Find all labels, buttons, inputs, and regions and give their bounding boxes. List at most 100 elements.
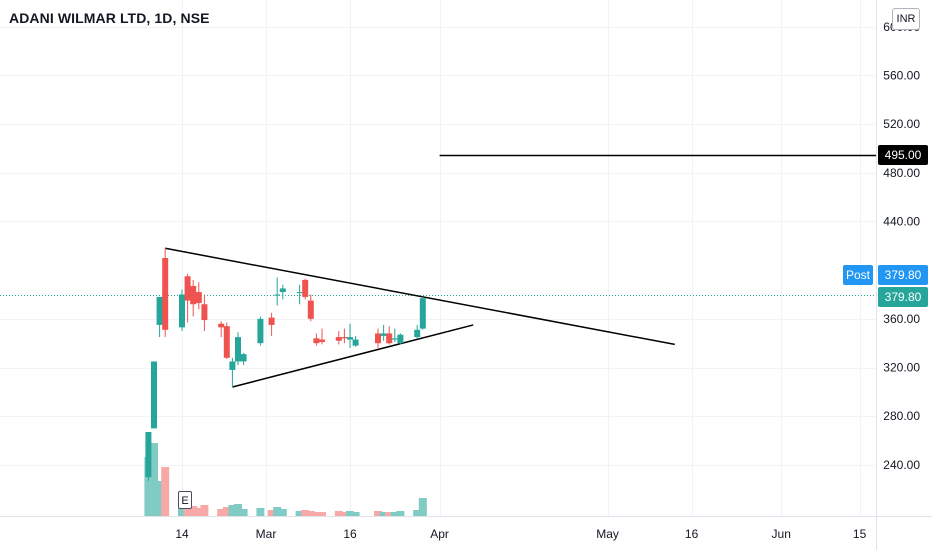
candle-body (145, 432, 152, 478)
volume-bar (217, 509, 226, 516)
candle (195, 282, 202, 310)
earnings-marker[interactable]: E (178, 491, 192, 509)
candle-body (223, 326, 230, 358)
volume-bar (340, 512, 349, 516)
time-tick-label: 15 (853, 527, 867, 541)
price-tick-label: 240.00 (883, 458, 920, 472)
volume-bar (346, 511, 354, 516)
candle (419, 296, 426, 330)
trendline-1 (165, 247, 675, 346)
candle (397, 333, 404, 345)
volume-bar (234, 504, 242, 516)
candle (179, 289, 185, 332)
volume-bar (413, 510, 422, 516)
candle (201, 294, 208, 332)
candle (341, 328, 348, 344)
candle (347, 323, 353, 349)
price-tick-label: 280.00 (883, 409, 920, 423)
volume-bar (418, 498, 427, 516)
candle-body (195, 292, 202, 304)
candle-body (414, 329, 421, 338)
volume-bar (351, 512, 360, 516)
candle-body (296, 292, 303, 294)
candle-body (274, 294, 281, 296)
candle (268, 312, 275, 336)
time-tick-label: May (596, 527, 619, 541)
volume-bar (267, 510, 276, 516)
candle (319, 328, 325, 345)
volume-bar (312, 512, 321, 516)
candle-body (151, 361, 157, 429)
candle (229, 357, 236, 387)
candle-body (319, 339, 325, 342)
volume-bar (390, 512, 399, 516)
candle-body (179, 294, 185, 328)
candle-body (156, 296, 163, 325)
time-tick-label: 14 (175, 527, 189, 541)
candle-body (375, 333, 381, 344)
candle-body (268, 317, 275, 325)
time-tick-label: Jun (772, 527, 791, 541)
candle-body (190, 285, 197, 305)
post-market-price-label: 379.80 (878, 265, 928, 285)
volume-bar (194, 508, 203, 516)
candle (235, 332, 241, 366)
candle (375, 328, 381, 349)
time-axis-labels: 14 Mar 16 Apr May 16 Jun 15 (175, 527, 866, 541)
volume-bar (379, 512, 388, 516)
time-tick-label: 16 (343, 527, 357, 541)
volume-bar (318, 512, 326, 516)
candle-body (162, 258, 169, 330)
candle (386, 326, 393, 345)
candle-body (184, 276, 191, 301)
candle-body (257, 318, 264, 344)
symbol-title: ADANI WILMAR LTD, 1D, NSE (9, 10, 210, 26)
candle-body (201, 304, 208, 321)
volume-bar (189, 506, 198, 516)
candle (296, 284, 303, 305)
candle-body (235, 337, 241, 362)
last-price-label: 379.80 (878, 287, 928, 307)
candle (307, 294, 314, 322)
candle (145, 432, 152, 481)
price-axis-labels: 240.00 280.00 320.00 360.00 440.00 480.00 520.… (883, 20, 920, 472)
post-market-badge: Post (843, 265, 873, 285)
candle-body (380, 333, 387, 336)
trendline-2 (232, 324, 474, 388)
candle-body (335, 337, 342, 341)
grid-lines (0, 0, 876, 516)
candle (162, 248, 169, 338)
candle (184, 273, 191, 323)
volume-bar (374, 511, 382, 516)
candle-body (341, 337, 348, 339)
candle-body (307, 300, 314, 319)
volume-bar (334, 511, 343, 516)
candle-body (313, 338, 320, 344)
candle (391, 328, 398, 342)
candle (218, 321, 225, 338)
volume-bar (155, 481, 164, 516)
candle-body (302, 279, 309, 297)
volume-bar (200, 505, 209, 516)
candle (335, 331, 342, 345)
candle (313, 333, 320, 346)
currency-label[interactable]: INR (892, 8, 920, 30)
time-tick-label: Apr (430, 527, 449, 541)
volume-bar (396, 511, 405, 516)
volume-bar (278, 509, 287, 516)
candle (257, 316, 264, 346)
candle (274, 277, 281, 306)
candle-body (419, 298, 426, 329)
candle-body (279, 288, 286, 293)
price-tick-label: 440.00 (883, 214, 920, 228)
candle-body (347, 337, 353, 340)
candle (156, 296, 163, 338)
volume-bar (306, 511, 315, 516)
candle-body (229, 361, 236, 370)
candle (240, 352, 247, 366)
horizontal-line-price-label: 495.00 (878, 145, 928, 165)
volume-bar (222, 507, 231, 516)
volume-bar (228, 505, 237, 516)
